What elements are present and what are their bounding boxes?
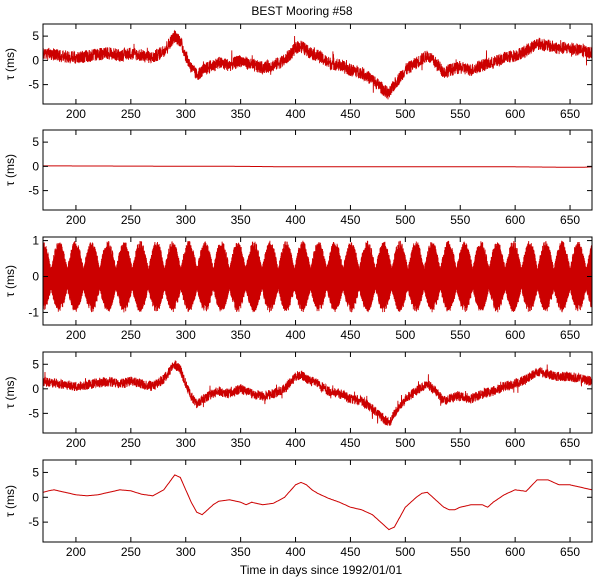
x-tick-label: 500 — [395, 213, 415, 227]
series-line — [43, 240, 592, 313]
x-tick-label: 300 — [176, 545, 196, 559]
axes-box — [42, 236, 593, 326]
x-tick-label: 450 — [340, 436, 360, 450]
panel-2: 200 250 300 350 400 450 500 550 600 650 5 0 -5 τ (ms) — [3, 129, 593, 227]
y-tick-label: 0 — [32, 53, 39, 67]
x-tick-label: 600 — [505, 545, 525, 559]
panel-3: 200 250 300 350 400 450 500 550 600 650 1 0 -1 τ (ms) — [3, 234, 593, 342]
x-tick-label: 550 — [450, 545, 470, 559]
x-tick-label: 200 — [66, 107, 86, 121]
x-tick-label: 550 — [450, 328, 470, 342]
x-tick-label: 650 — [560, 107, 580, 121]
y-tick-label: 0 — [32, 159, 39, 173]
x-tick-label: 400 — [286, 213, 306, 227]
axes-box — [42, 459, 593, 543]
x-tick-label: 650 — [560, 328, 580, 342]
y-tick-label: 5 — [32, 465, 39, 479]
x-tick-label: 250 — [121, 545, 141, 559]
y-tick-label: 1 — [32, 234, 39, 248]
y-tick-label: -5 — [28, 406, 39, 420]
x-tick-label: 600 — [505, 436, 525, 450]
x-tick-label: 400 — [286, 107, 306, 121]
y-tick-label: 0 — [32, 270, 39, 284]
x-tick-label: 500 — [395, 436, 415, 450]
y-axis-label: τ (ms) — [3, 376, 17, 408]
x-axis-label: Time in days since 1992/01/01 — [240, 563, 403, 577]
x-tick-label: 400 — [286, 328, 306, 342]
x-tick-label: 400 — [286, 436, 306, 450]
panel-4: 200 250 300 350 400 450 500 550 600 650 5 0 -5 τ (ms) — [3, 351, 593, 450]
y-tick-label: -5 — [28, 78, 39, 92]
x-tick-label: 350 — [231, 328, 251, 342]
y-tick-label: 0 — [32, 382, 39, 396]
x-tick-label: 400 — [286, 545, 306, 559]
x-tick-label: 350 — [231, 213, 251, 227]
x-tick-label: 550 — [450, 107, 470, 121]
x-tick-label: 450 — [340, 545, 360, 559]
x-tick-label: 600 — [505, 328, 525, 342]
series-line — [43, 474, 592, 531]
x-tick-label: 250 — [121, 328, 141, 342]
x-tick-label: 350 — [231, 107, 251, 121]
y-axis-label: τ (ms) — [3, 48, 17, 80]
x-tick-label: 500 — [395, 328, 415, 342]
x-tick-label: 600 — [505, 107, 525, 121]
y-tick-label: 5 — [32, 29, 39, 43]
series-line — [43, 165, 592, 168]
y-axis-label: τ (ms) — [3, 485, 17, 517]
x-tick-label: 350 — [231, 436, 251, 450]
x-tick-label: 200 — [66, 436, 86, 450]
y-axis-label: τ (ms) — [3, 265, 17, 297]
x-tick-label: 350 — [231, 545, 251, 559]
axes-box — [42, 351, 593, 434]
y-tick-label: 0 — [32, 490, 39, 504]
x-tick-label: 250 — [121, 436, 141, 450]
x-tick-label: 550 — [450, 436, 470, 450]
x-tick-label: 650 — [560, 545, 580, 559]
panel-1: 200 250 300 350 400 450 500 550 600 650 5 0 -5 τ (ms) — [3, 23, 593, 121]
x-tick-label: 550 — [450, 213, 470, 227]
y-tick-label: 5 — [32, 135, 39, 149]
series-line — [43, 29, 592, 100]
x-tick-label: 450 — [340, 107, 360, 121]
x-tick-label: 300 — [176, 328, 196, 342]
x-tick-label: 600 — [505, 213, 525, 227]
figure-title: BEST Mooring #58 — [251, 4, 352, 18]
y-tick-label: 5 — [32, 357, 39, 371]
x-tick-label: 500 — [395, 545, 415, 559]
axes-box — [42, 23, 593, 105]
x-tick-label: 250 — [121, 107, 141, 121]
x-tick-label: 250 — [121, 213, 141, 227]
axes-box — [42, 129, 593, 211]
x-tick-label: 650 — [560, 436, 580, 450]
y-tick-label: -1 — [28, 305, 39, 319]
x-tick-label: 200 — [66, 213, 86, 227]
x-tick-label: 300 — [176, 436, 196, 450]
series-line — [43, 360, 592, 426]
x-tick-label: 300 — [176, 213, 196, 227]
y-tick-label: -5 — [28, 184, 39, 198]
panel-5: 200 250 300 350 400 450 500 550 600 650 5 0 -5 τ (ms) — [3, 459, 593, 559]
x-tick-label: 300 — [176, 107, 196, 121]
x-tick-label: 500 — [395, 107, 415, 121]
x-tick-label: 650 — [560, 213, 580, 227]
x-tick-label: 450 — [340, 213, 360, 227]
y-axis-label: τ (ms) — [3, 154, 17, 186]
x-tick-label: 450 — [340, 328, 360, 342]
x-tick-label: 200 — [66, 545, 86, 559]
y-tick-label: -5 — [28, 515, 39, 529]
x-tick-label: 200 — [66, 328, 86, 342]
